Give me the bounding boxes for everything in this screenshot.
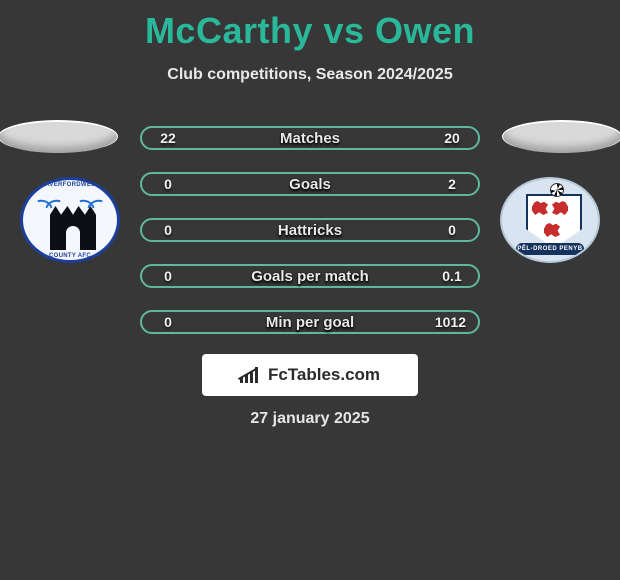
- stat-right-value: 0: [438, 222, 466, 238]
- stat-label: Hattricks: [142, 222, 478, 239]
- stat-left-value: 0: [154, 176, 182, 192]
- stat-label: Min per goal: [142, 314, 478, 331]
- lion-icon: [532, 201, 548, 215]
- lion-icon: [544, 223, 560, 237]
- left-crest-bottom-text: COUNTY AFC: [49, 253, 91, 259]
- stat-row-matches: 22 Matches Matches 20: [140, 126, 480, 150]
- stat-row-hattricks: 0 Hattricks Hattricks 0: [140, 218, 480, 242]
- stat-left-value: 0: [154, 268, 182, 284]
- stat-label: Goals: [142, 176, 478, 193]
- stat-left-value: 22: [154, 130, 182, 146]
- generated-date: 27 january 2025: [0, 410, 620, 428]
- stat-right-value: 0.1: [438, 268, 466, 284]
- left-club-crest: HAVERFORDWEST COUNTY AFC: [20, 177, 120, 263]
- left-player-disc: [0, 120, 118, 153]
- comparison-bars: 22 Matches Matches 20 0 Goals Goals 2 0 …: [140, 126, 480, 356]
- stat-row-goals: 0 Goals Goals 2: [140, 172, 480, 196]
- stat-right-value: 2: [438, 176, 466, 192]
- stat-row-min-per-goal: 0 Min per goal Min per goal 1012: [140, 310, 480, 334]
- ball-icon: [550, 183, 564, 197]
- season-subtitle: Club competitions, Season 2024/2025: [0, 66, 620, 84]
- bird-icon: [39, 198, 59, 208]
- right-player-disc: [502, 120, 620, 153]
- stat-row-goals-per-match: 0 Goals per match Goals per match 0.1: [140, 264, 480, 288]
- stat-left-value: 0: [154, 222, 182, 238]
- brand-watermark: FcTables.com: [202, 354, 418, 396]
- right-club-crest: PÊL-DROED PENYB: [500, 177, 600, 263]
- bird-icon: [81, 198, 101, 208]
- right-crest-ribbon-text: PÊL-DROED PENYB: [516, 243, 584, 255]
- page-title: McCarthy vs Owen: [0, 0, 620, 52]
- left-crest-top-text: HAVERFORDWEST: [41, 182, 100, 188]
- lion-icon: [552, 201, 568, 215]
- stat-label: Goals per match: [142, 268, 478, 285]
- stat-right-value: 20: [438, 130, 466, 146]
- brand-text: FcTables.com: [268, 365, 380, 385]
- stat-label: Matches: [142, 130, 478, 147]
- stat-left-value: 0: [154, 314, 182, 330]
- chart-bars-icon: [240, 367, 262, 383]
- right-crest-ribbon: PÊL-DROED PENYB: [516, 243, 584, 255]
- stat-right-value: 1012: [435, 314, 466, 330]
